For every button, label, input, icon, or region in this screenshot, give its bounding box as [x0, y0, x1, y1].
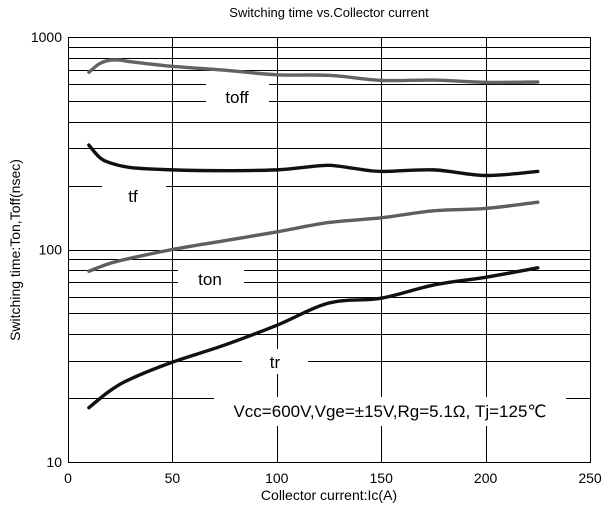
x-tick-label-200: 200 — [474, 470, 498, 486]
series-label-bg-toff — [206, 83, 269, 109]
label-backgrounds — [102, 83, 566, 426]
x-tick-label-100: 100 — [265, 470, 289, 486]
series-label-ton: ton — [198, 270, 222, 289]
series-line-ton — [87, 200, 540, 273]
series-label-bg-tr — [242, 349, 308, 374]
x-tick-label-150: 150 — [370, 470, 394, 486]
series-line-tf — [87, 143, 540, 178]
series-line-tr — [87, 266, 540, 410]
annotation-bg — [214, 397, 566, 426]
series-label-bg-ton — [178, 265, 244, 292]
y-tick-label-100: 100 — [39, 242, 63, 258]
series-labels: toff tf ton tr — [128, 88, 280, 372]
y-tick-labels: 10 100 1000 — [31, 29, 62, 470]
y-tick-label-10: 10 — [46, 454, 62, 470]
x-tick-label-0: 0 — [64, 470, 72, 486]
series-line-toff — [87, 58, 540, 85]
y-axis-label: Switching time:Ton,Toff(nsec) — [7, 159, 23, 341]
x-tick-label-50: 50 — [165, 470, 181, 486]
x-tick-labels: 0 50 100 150 200 250 — [64, 470, 602, 486]
series-label-toff: toff — [225, 88, 249, 107]
plot-area — [68, 37, 591, 463]
y-tick-label-1000: 1000 — [31, 29, 62, 45]
conditions-annotation: Vcc=600V,Vge=±15V,Rg=5.1Ω, Tj=125℃ — [233, 402, 546, 421]
series-label-tr: tr — [270, 353, 281, 372]
chart-title: Switching time vs.Collector current — [229, 5, 429, 20]
series-lines — [87, 58, 540, 410]
x-tick-label-250: 250 — [578, 470, 602, 486]
x-axis-label: Collector current:Ic(A) — [261, 487, 397, 503]
series-label-bg-tf — [102, 182, 166, 208]
series-label-tf: tf — [128, 187, 138, 206]
